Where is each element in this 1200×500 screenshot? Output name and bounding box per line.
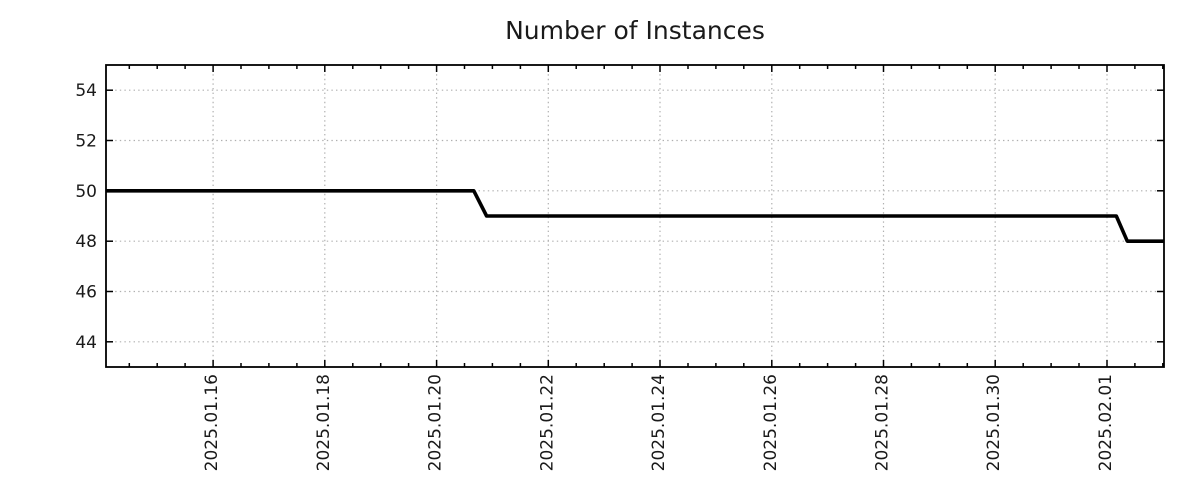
plot-frame [105, 64, 1165, 368]
y-tick-label: 54 [75, 81, 97, 101]
plot-root: 2025.01.16 2025.01.18 2025.01.20 2025.01.22… [75, 64, 1165, 471]
x-tick-label: 2025.02.01 [1096, 374, 1116, 471]
x-tick-label: 2025.01.18 [314, 374, 334, 471]
x-tick-label: 2025.01.28 [873, 374, 893, 471]
chart-title: Number of Instances [505, 16, 765, 45]
x-tick-label: 2025.01.16 [202, 374, 222, 471]
y-tick-label: 48 [75, 232, 97, 252]
y-tick-label: 52 [75, 132, 97, 152]
y-tick-label: 44 [75, 333, 97, 353]
series-line [106, 189, 1164, 243]
x-tick-label: 2025.01.26 [761, 374, 781, 471]
x-tick-label: 2025.01.22 [537, 374, 557, 471]
y-tick-label: 46 [75, 283, 97, 303]
x-tick-label: 2025.01.30 [984, 374, 1004, 471]
x-tick-label: 2025.01.24 [649, 374, 669, 471]
y-tick-label: 50 [75, 182, 97, 202]
x-tick-label: 2025.01.20 [426, 374, 446, 471]
